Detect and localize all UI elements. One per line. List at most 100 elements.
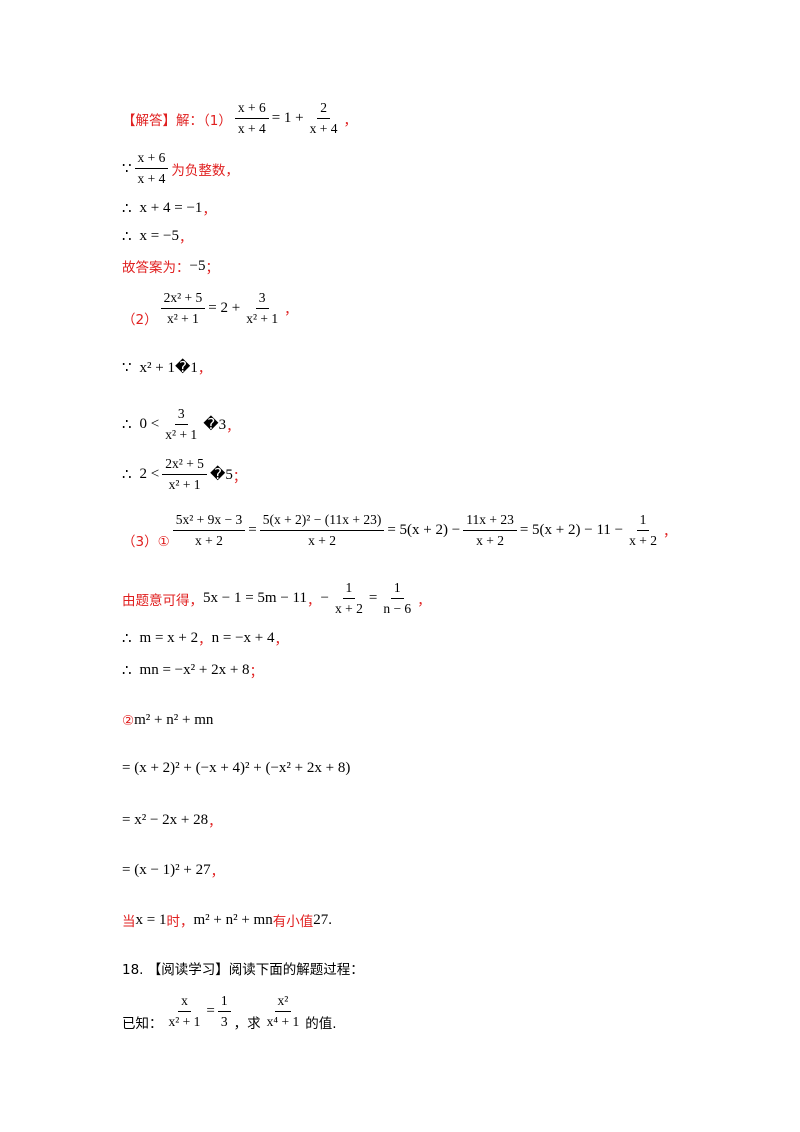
conclusion-text: 有小值 xyxy=(272,914,314,930)
equation-text: �3 xyxy=(203,417,227,433)
punctuation: ， xyxy=(208,814,222,830)
denominator: x + 2 xyxy=(195,532,223,548)
part-label: ② xyxy=(122,712,135,729)
statement-text: 为负整数， xyxy=(171,162,239,179)
answer-value: −5 xyxy=(189,257,206,274)
numerator: x + 6 xyxy=(234,100,269,119)
equation-text: = 1 + xyxy=(271,110,304,126)
conclusion-text: 时， xyxy=(166,914,194,930)
therefore-line: ∴ mn = −x² + 2x + 8 ； xyxy=(122,660,264,681)
punctuation: ， xyxy=(307,592,321,609)
denominator: 3 xyxy=(220,1013,228,1029)
denominator: n − 6 xyxy=(383,601,412,616)
punctuation: ； xyxy=(249,664,264,680)
denominator: x + 2 xyxy=(629,532,657,548)
therefore-symbol: ∴ xyxy=(122,417,132,433)
fraction: x x² + 1 xyxy=(166,993,204,1030)
conclusion-text: 当 xyxy=(122,914,136,930)
equation-text: = xyxy=(206,1002,215,1019)
punctuation: ， xyxy=(197,361,212,377)
numerator: 5(x + 2)² − (11x + 23) xyxy=(259,512,385,531)
therefore-symbol: ∴ xyxy=(122,228,132,245)
part-label: （2） xyxy=(122,312,158,328)
known-label: 已知： xyxy=(122,1016,163,1032)
therefore-symbol: ∴ xyxy=(122,630,132,647)
answer-line: 故答案为： −5 ； xyxy=(122,256,219,277)
numerator: 1 xyxy=(636,512,650,531)
punctuation: ， xyxy=(210,864,225,880)
therefore-symbol: ∴ xyxy=(122,662,132,679)
punctuation: ， xyxy=(226,418,240,435)
completed-line: = (x − 1)² + 27 ， xyxy=(122,860,225,881)
punctuation: ， xyxy=(178,230,193,246)
punctuation: ， xyxy=(274,632,289,648)
given-line: 由题意可得， 5x − 1 = 5m − 11 ， − 1 x + 2 = 1 … xyxy=(122,580,431,617)
equation-text: m² + n² + mn xyxy=(134,712,214,728)
numerator: x + 6 xyxy=(134,150,169,169)
denominator: x⁴ + 1 xyxy=(266,1013,300,1029)
denominator: x + 4 xyxy=(309,121,338,136)
numerator: x xyxy=(178,993,191,1012)
equation-text: 0 < xyxy=(139,416,160,432)
equation-text: = 5(x + 2) − 11 − xyxy=(519,521,624,538)
problem-title: 18. 【阅读学习】阅读下面的解题过程： xyxy=(122,962,364,978)
part-label: （3）① xyxy=(122,534,170,550)
fraction: 1 n − 6 xyxy=(380,580,414,617)
fraction: 2x² + 5 x² + 1 xyxy=(160,290,206,327)
equation-text: 5x − 1 = 5m − 11 xyxy=(203,590,307,606)
equation-text: x² + 1�1 xyxy=(139,359,198,376)
equation-text: m = x + 2 xyxy=(139,629,199,646)
punctuation: ， xyxy=(662,524,677,540)
equation-text: = 5(x + 2) − xyxy=(387,521,461,538)
fraction: 2x² + 5 x² + 1 xyxy=(162,456,207,493)
part2-line: （2） 2x² + 5 x² + 1 = 2 + 3 x² + 1 ， xyxy=(122,288,298,329)
equation-text: m² + n² + mn xyxy=(193,911,273,928)
numerator: 5x² + 9x − 3 xyxy=(172,512,246,531)
equation-text: x + 4 = −1 xyxy=(139,199,203,216)
equation-text: = x² − 2x + 28 xyxy=(122,811,209,828)
numerator: 2x² + 5 xyxy=(160,290,206,309)
punctuation: ， xyxy=(202,202,216,218)
denominator: x + 4 xyxy=(137,171,166,186)
equation-text: �5 xyxy=(209,467,233,483)
therefore-line: ∴ 2 < 2x² + 5 x² + 1 �5 ； xyxy=(122,456,246,493)
minimum-value: 27. xyxy=(313,911,332,928)
therefore-symbol: ∴ xyxy=(122,200,132,217)
fraction: 11x + 23 x + 2 xyxy=(463,512,517,549)
punctuation: ， xyxy=(284,302,298,318)
numerator: 1 xyxy=(390,580,404,599)
part3b-line: ② m² + n² + mn xyxy=(122,712,213,729)
punctuation: ； xyxy=(205,260,219,276)
answer-label: 故答案为： xyxy=(122,260,190,276)
numerator: 1 xyxy=(342,580,356,599)
fraction: x + 6 x + 4 xyxy=(134,150,169,187)
equation-text: 2 < xyxy=(139,466,160,482)
numerator: 3 xyxy=(174,406,188,425)
numerator: 2 xyxy=(317,100,330,119)
equation-text: = (x + 2)² + (−x + 4)² + (−x² + 2x + 8) xyxy=(122,760,351,776)
fraction: 1 3 xyxy=(217,993,231,1030)
equation-text: = (x − 1)² + 27 xyxy=(122,861,211,878)
therefore-line: ∴ x = −5 ， xyxy=(122,226,193,247)
ask-tail: 的值. xyxy=(305,1016,337,1032)
equation-text: x = −5 xyxy=(139,227,179,244)
numerator: 2x² + 5 xyxy=(162,456,207,475)
denominator: x + 2 xyxy=(476,532,504,548)
solution-heading: 【解答】解：（1） xyxy=(122,112,232,129)
fraction: x + 6 x + 4 xyxy=(234,100,269,137)
given-label: 由题意可得， xyxy=(122,592,203,609)
denominator: x² + 1 xyxy=(168,1013,201,1029)
denominator: x + 2 xyxy=(308,532,336,548)
ask-label: ，求 xyxy=(233,1016,261,1032)
punctuation: ； xyxy=(232,468,247,485)
because-symbol: ∵ xyxy=(122,161,132,177)
fraction: 5x² + 9x − 3 x + 2 xyxy=(172,512,246,549)
punctuation: ， xyxy=(198,632,212,648)
denominator: x² + 1 xyxy=(246,310,279,326)
punctuation: ， xyxy=(343,112,358,129)
problem-18-known: 已知： x x² + 1 = 1 3 ，求 x² x⁴ + 1 的值. xyxy=(122,990,337,1033)
denominator: x + 4 xyxy=(237,121,266,136)
fraction: x² x⁴ + 1 xyxy=(264,993,303,1030)
denominator: x² + 1 xyxy=(165,427,198,442)
therefore-line: ∴ x + 4 = −1 ， xyxy=(122,198,216,219)
